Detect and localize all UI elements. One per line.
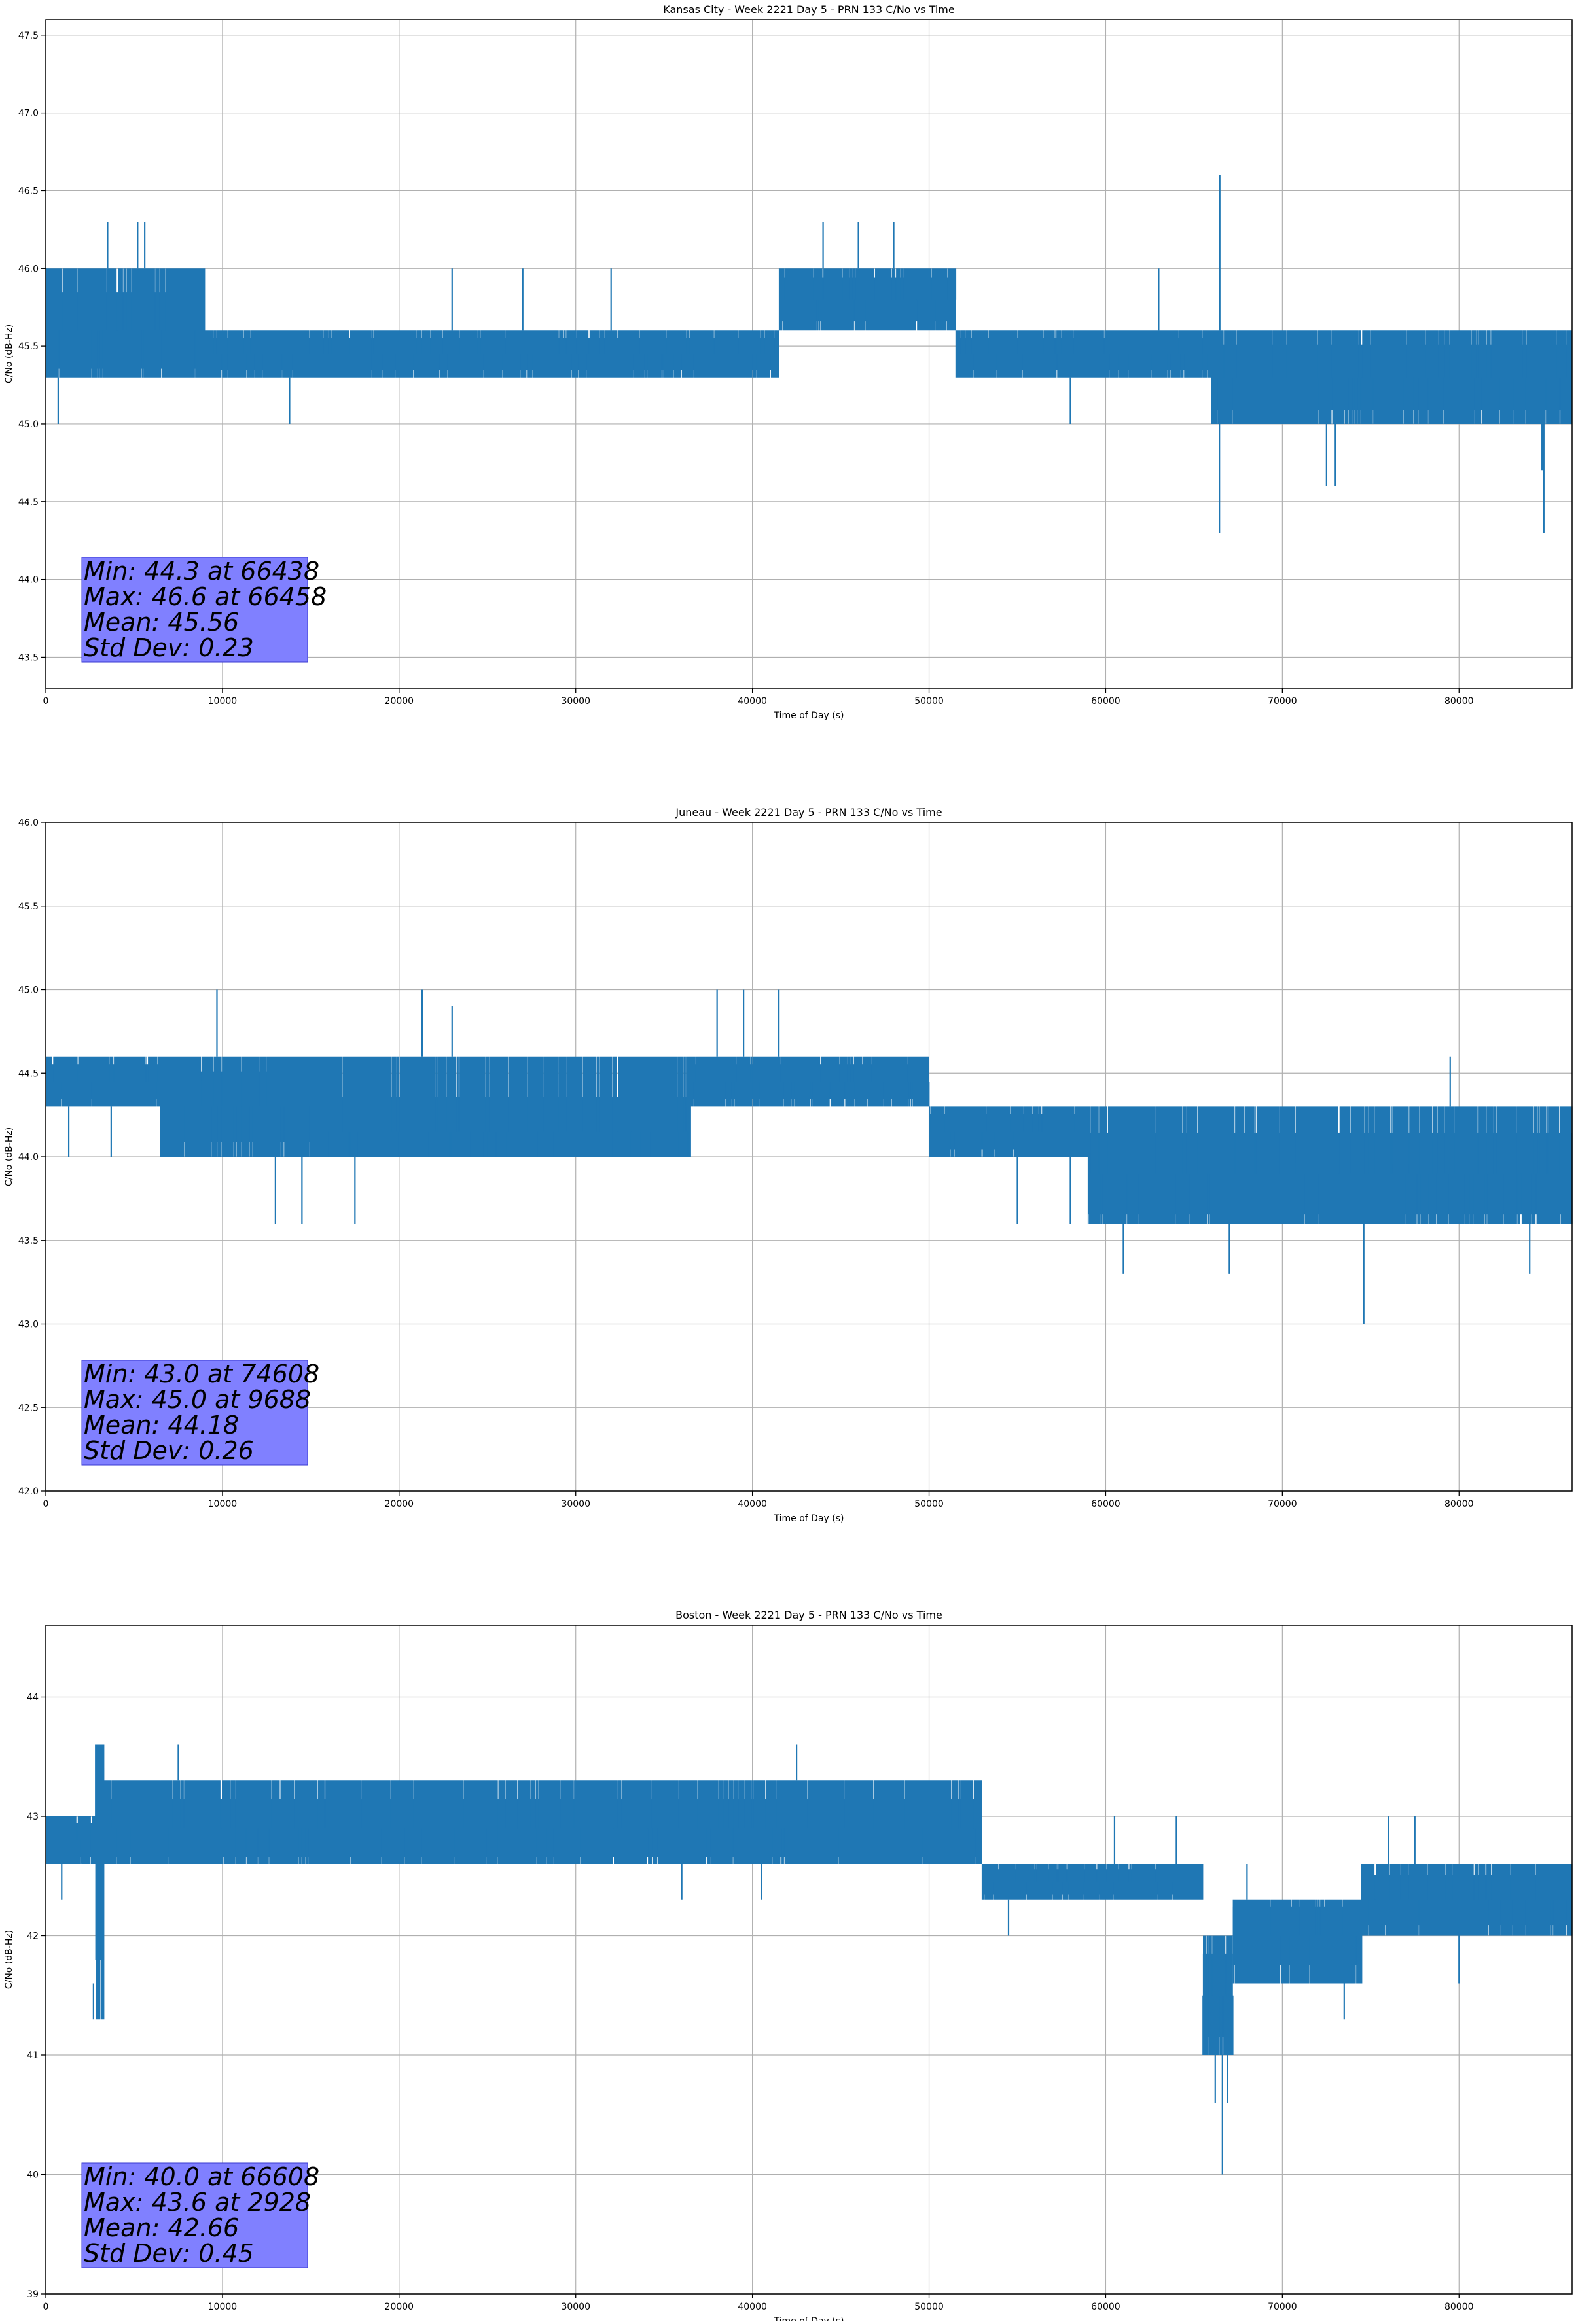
- stats-box: [81, 557, 308, 663]
- y-tick-label: 43.0: [18, 1320, 39, 1330]
- y-tick-label: 42.0: [18, 1487, 39, 1497]
- y-tick-label: 47.0: [18, 109, 39, 119]
- y-tick-label: 45.0: [18, 985, 39, 996]
- y-tick-label: 46.0: [18, 264, 39, 274]
- y-tick-label: 43: [27, 1812, 39, 1822]
- stats-box: [81, 2162, 308, 2268]
- stats-line: Mean: 45.56: [84, 608, 239, 637]
- chart-title: Boston - Week 2221 Day 5 - PRN 133 C/No …: [675, 1609, 942, 1621]
- chart-1: 0 10000 20000 30000 40000 50000 60000 70000 8000…: [4, 3, 1573, 721]
- stats-line: Max: 45.0 at 9688: [84, 1385, 311, 1414]
- x-tick-label: 10000: [208, 2302, 238, 2312]
- stats-line: Max: 46.6 at 66458: [84, 582, 327, 611]
- x-axis-label: Time of Day (s): [774, 711, 844, 721]
- x-tick-label: 80000: [1444, 1499, 1474, 1509]
- y-tick-label: 44.0: [18, 575, 39, 586]
- y-tick-label: 47.5: [18, 31, 39, 41]
- x-tick-label: 50000: [914, 1499, 944, 1509]
- x-tick-label: 60000: [1091, 696, 1120, 707]
- x-tick-label: 40000: [738, 2302, 767, 2312]
- x-tick-label: 60000: [1091, 2302, 1120, 2312]
- x-axis-label: Time of Day (s): [774, 1513, 844, 1524]
- series-line: [45, 989, 1573, 1324]
- y-axis-label: C/No (dB-Hz): [4, 325, 14, 383]
- y-tick-label: 45.5: [18, 342, 39, 352]
- x-axis-label: Time of Day (s): [774, 2316, 844, 2321]
- series-line: [45, 175, 1573, 533]
- x-tick-label: 80000: [1444, 2302, 1474, 2312]
- x-tick-label: 50000: [914, 696, 944, 707]
- y-tick-label: 46.5: [18, 186, 39, 196]
- y-tick-label: 44.5: [18, 1068, 39, 1079]
- y-axis-label: C/No (dB-Hz): [4, 1930, 14, 1989]
- stats-line: Max: 43.6 at 2928: [84, 2188, 311, 2217]
- x-tick-label: 70000: [1268, 1499, 1297, 1509]
- x-tick-label: 0: [43, 696, 49, 707]
- x-tick-label: 50000: [914, 2302, 944, 2312]
- y-tick-label: 40: [27, 2170, 39, 2181]
- x-tick-label: 40000: [738, 696, 767, 707]
- stats-line: Std Dev: 0.45: [84, 2239, 254, 2268]
- x-tick-label: 20000: [385, 1499, 414, 1509]
- y-tick-label: 43.5: [18, 1236, 39, 1246]
- x-tick-label: 60000: [1091, 1499, 1120, 1509]
- x-tick-label: 0: [43, 1499, 49, 1509]
- x-tick-label: 20000: [385, 2302, 414, 2312]
- stats-line: Min: 44.3 at 66438: [84, 557, 319, 586]
- chart-2: 0 10000 20000 30000 40000 50000 60000 70000 8000…: [4, 806, 1573, 1524]
- y-tick-label: 43.5: [18, 652, 39, 663]
- plot-frame: [45, 1625, 1573, 2295]
- x-tick-label: 30000: [561, 2302, 590, 2312]
- stats-line: Mean: 44.18: [84, 1411, 239, 1439]
- chart-3: 0 10000 20000 30000 40000 50000 60000 70000 8000…: [4, 1609, 1573, 2324]
- y-tick-label: 39: [27, 2289, 39, 2300]
- y-tick-label: 44: [27, 1693, 39, 1703]
- x-tick-label: 30000: [561, 1499, 590, 1509]
- stats-line: Mean: 42.66: [84, 2213, 239, 2242]
- y-axis-label: C/No (dB-Hz): [4, 1127, 14, 1186]
- chart-title: Kansas City - Week 2221 Day 5 - PRN 133 …: [663, 3, 954, 16]
- x-tick-label: 10000: [208, 696, 238, 707]
- series-line: [45, 1744, 1573, 2175]
- x-tick-label: 20000: [385, 696, 414, 707]
- x-tick-label: 70000: [1268, 696, 1297, 707]
- x-tick-label: 30000: [561, 696, 590, 707]
- x-tick-label: 80000: [1444, 696, 1474, 707]
- x-tick-label: 0: [43, 2302, 49, 2312]
- x-tick-label: 70000: [1268, 2302, 1297, 2312]
- stats-line: Min: 43.0 at 74608: [84, 1360, 319, 1388]
- y-tick-label: 42: [27, 1931, 39, 1942]
- stats-box: [81, 1360, 308, 1466]
- y-tick-label: 44.5: [18, 497, 39, 508]
- x-tick-label: 40000: [738, 1499, 767, 1509]
- x-tick-label: 10000: [208, 1499, 238, 1509]
- y-tick-label: 41: [27, 2051, 39, 2061]
- y-tick-label: 44.0: [18, 1152, 39, 1163]
- stats-line: Std Dev: 0.26: [84, 1436, 254, 1465]
- y-tick-label: 45.0: [18, 419, 39, 430]
- y-tick-label: 46.0: [18, 818, 39, 828]
- series-strokes: [45, 1744, 1573, 2055]
- y-tick-label: 45.5: [18, 902, 39, 912]
- stats-line: Min: 40.0 at 66608: [84, 2162, 319, 2191]
- y-tick-label: 42.5: [18, 1403, 39, 1413]
- stats-line: Std Dev: 0.23: [84, 633, 254, 662]
- plot-frame: [45, 19, 1573, 689]
- chart-title: Juneau - Week 2221 Day 5 - PRN 133 C/No …: [675, 806, 942, 819]
